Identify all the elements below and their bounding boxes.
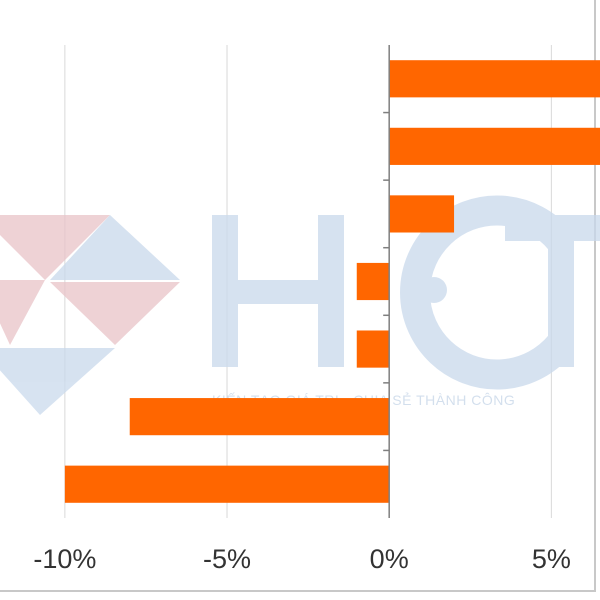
bar xyxy=(64,465,390,503)
watermark-diamond-mid-right xyxy=(50,282,180,345)
watermark-diamond-top-right xyxy=(50,215,180,280)
x-tick-label: 5% xyxy=(532,544,571,574)
x-tick-label: 0% xyxy=(370,544,409,574)
watermark-diamond-bottom xyxy=(0,348,115,415)
tick-label-layer: -10% -5% 0% 5% xyxy=(33,544,571,574)
watermark-dot xyxy=(421,277,447,303)
watermark-letter-c xyxy=(400,195,572,390)
watermark-diamond-top-left xyxy=(0,215,110,280)
watermark-letter-h-bar xyxy=(212,280,344,304)
watermark-letter-t-stem xyxy=(548,215,574,367)
bar xyxy=(129,398,390,436)
watermark-diamond-mid-left xyxy=(0,280,45,345)
axis-layer xyxy=(383,45,390,518)
bars-layer xyxy=(64,60,600,503)
x-tick-label: -10% xyxy=(33,544,96,574)
bar xyxy=(389,60,600,98)
watermark: KIẾN TẠO GIÁ TRỊ - CHIA SẺ THÀNH CÔNG xyxy=(0,195,600,415)
bar xyxy=(356,330,390,368)
x-tick-label: -5% xyxy=(203,544,251,574)
bar xyxy=(389,195,455,233)
bar xyxy=(389,127,600,165)
bar xyxy=(356,262,390,301)
